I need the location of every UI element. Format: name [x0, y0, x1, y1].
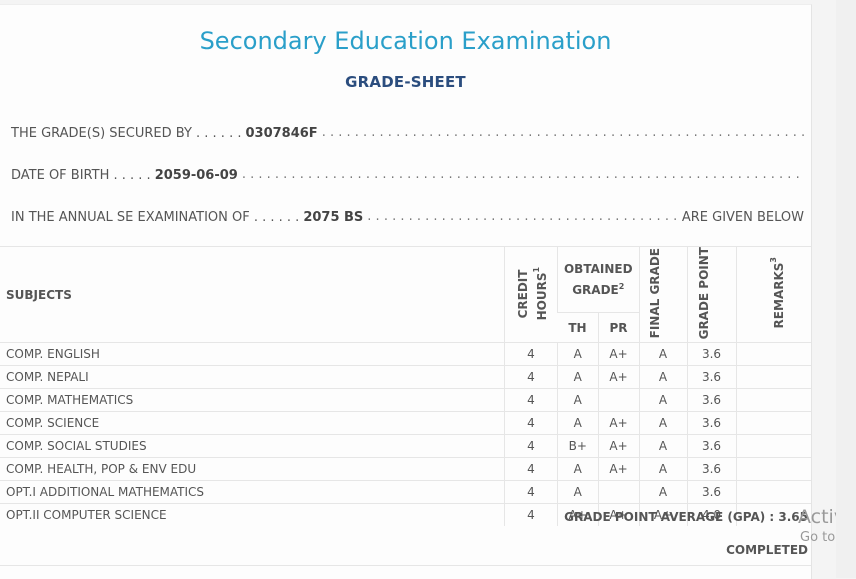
remarks-cell [735, 503, 811, 527]
symbol-number: 0307846F [245, 125, 318, 141]
final-grade-cell: A+ [638, 503, 687, 527]
table-row: COMP. SCIENCE 4 A A+ A 3.6 [0, 411, 811, 435]
th-grade-cell: B+ [557, 434, 598, 458]
pr-grade-cell: A+ [597, 434, 639, 458]
header-grade-point: GRADE POINT [686, 245, 736, 343]
credit-cell: 4 [504, 365, 558, 389]
credit-cell: 4 [504, 411, 558, 435]
remarks-cell [735, 365, 811, 389]
pr-grade-cell: A+ [597, 342, 639, 366]
remarks-cell [735, 342, 811, 366]
pr-grade-cell: A+ [597, 503, 639, 527]
pr-grade-cell: A+ [597, 365, 639, 389]
subject-cell: OPT.II COMPUTER SCIENCE [0, 503, 505, 527]
remarks-cell [735, 411, 811, 435]
remarks-cell [735, 457, 811, 481]
th-grade-cell: A [557, 411, 598, 435]
scrollbar[interactable] [836, 0, 856, 578]
grade-point-cell: 3.6 [686, 434, 736, 458]
credit-cell: 4 [504, 457, 558, 481]
secured-by-label: THE GRADE(S) SECURED BY . . . . . . [11, 125, 242, 141]
header-final-grade: FINAL GRADE [638, 245, 687, 343]
status-completed: COMPLETED [726, 543, 808, 557]
final-grade-cell: A [638, 457, 687, 481]
grade-point-cell: 3.6 [686, 480, 736, 504]
header-obtained-grade: OBTAINED GRADE2 [557, 246, 639, 313]
th-grade-cell: A [557, 480, 598, 504]
dob-line: DATE OF BIRTH . . . . . 2059-06-09 [11, 165, 804, 185]
subject-cell: COMP. ENGLISH [0, 342, 505, 366]
grade-point-cell: 3.6 [686, 457, 736, 481]
final-grade-cell: A [638, 365, 687, 389]
credit-cell: 4 [504, 434, 558, 458]
remarks-cell [735, 434, 811, 458]
table-row: COMP. ENGLISH 4 A A+ A 3.6 [0, 342, 811, 366]
remarks-cell [735, 480, 811, 504]
header-subjects: SUBJECTS [0, 245, 505, 343]
grade-point-cell: 3.6 [686, 388, 736, 412]
th-grade-cell: A+ [557, 503, 598, 527]
subject-cell: COMP. SOCIAL STUDIES [0, 434, 505, 458]
table-row: COMP. NEPALI 4 A A+ A 3.6 [0, 365, 811, 389]
grades-table: SUBJECTS CREDIT HOURS1 OBTAINED GRADE2 F… [0, 245, 811, 527]
final-grade-cell: A [638, 411, 687, 435]
pr-grade-cell [597, 480, 639, 504]
header-th: TH [557, 311, 598, 343]
leader-dots [242, 168, 804, 182]
exam-line: IN THE ANNUAL SE EXAMINATION OF . . . . … [11, 207, 804, 227]
dob-label: DATE OF BIRTH . . . . . [11, 167, 151, 183]
leader-dots [367, 210, 678, 224]
gpa-summary: GRADE POINT AVERAGE (GPA) : 3.65 [564, 510, 808, 524]
exam-label: IN THE ANNUAL SE EXAMINATION OF . . . . … [11, 209, 300, 225]
credit-cell: 4 [504, 503, 558, 527]
divider [0, 565, 811, 566]
page-title: Secondary Education Examination [199, 27, 612, 55]
credit-cell: 4 [504, 480, 558, 504]
subject-cell: COMP. MATHEMATICS [0, 388, 505, 412]
table-row: OPT.II COMPUTER SCIENCE 4 A+ A+ A+ 4.0 [0, 503, 811, 527]
header-remarks: REMARKS3 [735, 245, 811, 343]
grade-point-cell: 3.6 [686, 365, 736, 389]
final-grade-cell: A [638, 434, 687, 458]
leader-dots [322, 126, 804, 140]
th-grade-cell: A [557, 342, 598, 366]
pr-grade-cell: A+ [597, 457, 639, 481]
table-row: COMP. HEALTH, POP & ENV EDU 4 A A+ A 3.6 [0, 457, 811, 481]
subject-cell: COMP. NEPALI [0, 365, 505, 389]
final-grade-cell: A [638, 480, 687, 504]
final-grade-cell: A [638, 388, 687, 412]
table-row: COMP. SOCIAL STUDIES 4 B+ A+ A 3.6 [0, 434, 811, 458]
header-credit-hours: CREDIT HOURS1 [504, 245, 558, 343]
remarks-cell [735, 388, 811, 412]
credit-cell: 4 [504, 342, 558, 366]
th-grade-cell: A [557, 457, 598, 481]
grade-point-cell: 3.6 [686, 411, 736, 435]
table-row: OPT.I ADDITIONAL MATHEMATICS 4 A A 3.6 [0, 480, 811, 504]
pr-grade-cell [597, 388, 639, 412]
credit-cell: 4 [504, 388, 558, 412]
subject-cell: COMP. SCIENCE [0, 411, 505, 435]
pr-grade-cell: A+ [597, 411, 639, 435]
page-subtitle: GRADE-SHEET [345, 73, 466, 91]
secured-by-line: THE GRADE(S) SECURED BY . . . . . . 0307… [11, 123, 804, 143]
table-row: COMP. MATHEMATICS 4 A A 3.6 [0, 388, 811, 412]
exam-tail: ARE GIVEN BELOW [681, 209, 804, 225]
header-pr: PR [597, 311, 639, 343]
final-grade-cell: A [638, 342, 687, 366]
subject-cell: COMP. HEALTH, POP & ENV EDU [0, 457, 505, 481]
grade-point-cell: 3.6 [686, 342, 736, 366]
th-grade-cell: A [557, 388, 598, 412]
dob-value: 2059-06-09 [154, 167, 238, 183]
exam-year: 2075 BS [303, 209, 364, 225]
grade-sheet: Secondary Education Examination GRADE-SH… [0, 4, 812, 579]
th-grade-cell: A [557, 365, 598, 389]
grade-point-cell: 4.0 [686, 503, 736, 527]
subject-cell: OPT.I ADDITIONAL MATHEMATICS [0, 480, 505, 504]
